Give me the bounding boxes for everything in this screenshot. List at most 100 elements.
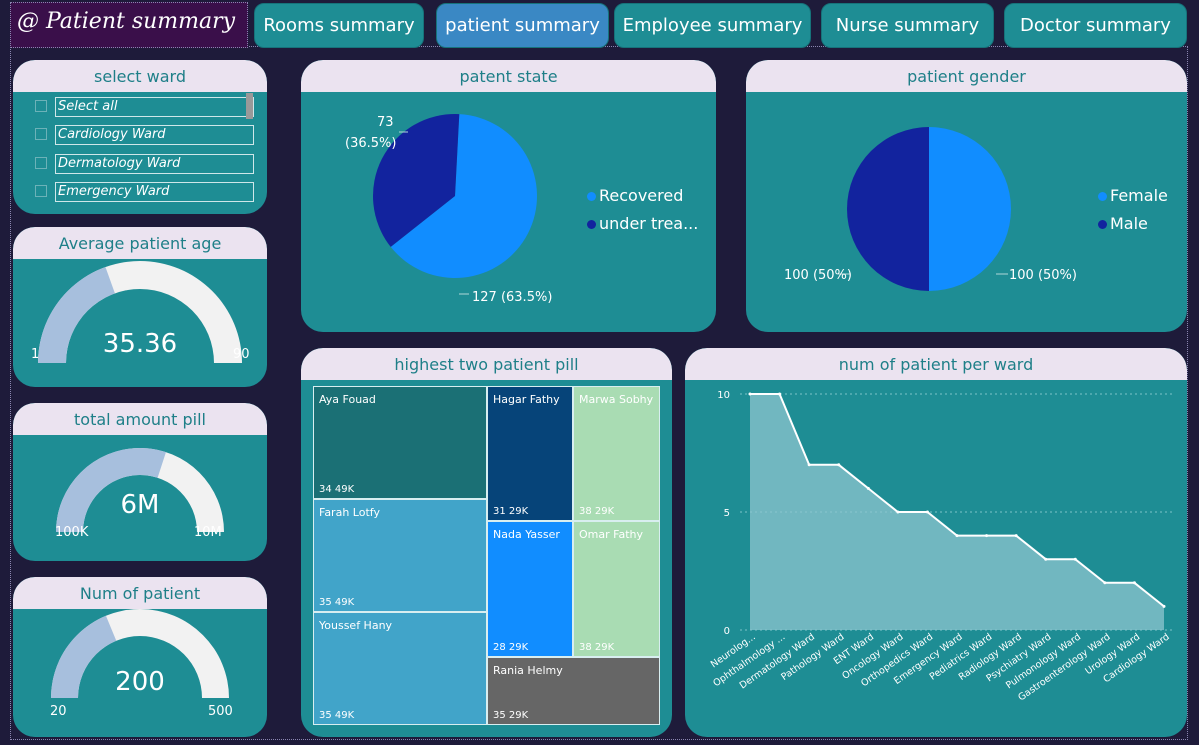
legend-dot [1098,192,1107,201]
data-point [748,392,752,396]
data-point [985,534,989,538]
data-point [778,392,782,396]
treemap-tile[interactable]: Youssef Hany 35 49K [313,612,487,725]
slicer-item-label: Cardiology Ward [55,125,254,145]
num-patient-max: 500 [208,704,233,719]
treemap-tile[interactable]: Marwa Sobhy 38 29K [573,386,660,521]
avg-age-value: 35.36 [102,329,178,359]
treemap-tile[interactable]: Omar Fathy 38 29K [573,521,660,657]
checkbox[interactable] [35,157,47,169]
nav-patient-summary-button[interactable]: patient summary [436,3,609,48]
data-point [807,463,811,467]
total-pill-min: 100K [55,525,89,540]
patient-gender-pie [838,127,1011,291]
slicer-scrollbar[interactable] [246,93,253,119]
avg-age-title: Average patient age [13,227,267,259]
nav-employee-summary-button[interactable]: Employee summary [614,3,811,48]
tile-value: 31 29K [493,506,529,517]
pie-slice-under-treatment [373,113,460,247]
data-point [866,486,870,490]
data-point [955,534,959,538]
legend-female[interactable]: Female [1098,186,1168,205]
under-pct-label: (36.5%) [345,136,397,151]
treemap-tile[interactable]: Aya Fouad 34 49K [313,386,487,499]
data-point [1162,604,1166,608]
y-tick-label: 5 [724,508,730,519]
num-patient-gauge [51,609,229,698]
treemap-tile[interactable]: Nada Yasser 28 29K [487,521,573,657]
total-pill-gauge [56,448,224,532]
pill-treemap-card: highest two patient pill Aya Fouad 34 49… [301,348,672,737]
checkbox[interactable] [35,128,47,140]
slicer-item-select-all[interactable]: Select all [31,97,267,117]
checkbox[interactable] [35,100,47,112]
total-pill-card: total amount pill 6M 100K 10M [13,403,267,561]
slicer-item-label: Dermatology Ward [55,154,254,174]
data-point [925,510,929,514]
treemap-tile[interactable]: Rania Helmy 35 29K [487,657,660,725]
recovered-label: 127 (63.5%) [472,290,553,305]
y-tick-label: 0 [724,626,730,637]
legend-under-treatment[interactable]: under trea... [587,214,698,233]
slicer-item-label: Emergency Ward [55,182,254,202]
checkbox[interactable] [35,185,47,197]
nav-nurse-summary-button[interactable]: Nurse summary [821,3,994,48]
treemap-tile[interactable]: Farah Lotfy 35 49K [313,499,487,612]
male-label: 100 (50%) [784,268,852,283]
legend-label: Male [1110,214,1148,233]
tile-value: 35 49K [319,597,355,608]
tile-value: 28 29K [493,642,529,653]
legend-label: Female [1110,186,1168,205]
data-point [1073,557,1077,561]
nav-rooms-summary-button[interactable]: Rooms summary [254,3,424,48]
area-fill [750,394,1164,630]
tile-name: Hagar Fathy [493,393,560,406]
tile-name: Rania Helmy [493,664,563,677]
tile-value: 35 29K [493,710,529,721]
tile-name: Omar Fathy [579,528,643,541]
slicer-item-label: Select all [55,97,254,117]
patient-state-title: patent state [301,60,716,92]
tile-value: 38 29K [579,506,615,517]
nav-doctor-summary-button[interactable]: Doctor summary [1004,3,1187,48]
y-tick-label: 10 [717,390,730,401]
gauge-fill [56,448,166,532]
pie-slice-female [929,127,1011,291]
patient-gender-title: patient gender [746,60,1187,92]
patient-state-card: patent state 73 (36.5%) 127 (63.5%) Reco… [301,60,716,332]
num-patient-min: 20 [50,704,67,719]
slicer-item-dermatology-ward[interactable]: Dermatology Ward [31,154,267,174]
ward-slicer-card: select ward Select all Cardiology Ward D… [13,60,267,214]
under-count-label: 73 [377,115,394,130]
num-patient-title: Num of patient [13,577,267,609]
avg-age-min: 1 [31,347,40,362]
total-pill-max: 10M [194,525,222,540]
treemap-tile[interactable]: Hagar Fathy 31 29K [487,386,573,521]
legend-male[interactable]: Male [1098,214,1148,233]
avg-age-max: 90 [233,347,250,362]
legend-label: under trea... [599,214,699,233]
data-point [837,463,841,467]
slicer-item-emergency-ward[interactable]: Emergency Ward [31,182,267,202]
total-pill-title: total amount pill [13,403,267,435]
total-pill-value: 6M [120,490,160,520]
female-label: 100 (50%) [1009,268,1077,283]
tile-name: Youssef Hany [319,619,393,632]
ward-area-title: num of patient per ward [685,348,1187,380]
legend-label: Recovered [599,186,684,205]
report-title-box: @ Patient summary [10,2,248,48]
legend-dot [1098,220,1107,229]
ward-area-card: num of patient per ward 0 5 10 Neurolog... O… [685,348,1187,737]
legend-recovered[interactable]: Recovered [587,186,683,205]
pie-slice-male [847,127,929,291]
avg-age-card: Average patient age 35.36 1 90 [13,227,267,387]
tile-value: 34 49K [319,484,355,495]
data-point [1103,581,1107,585]
tile-name: Marwa Sobhy [579,393,654,406]
slicer-item-cardiology-ward[interactable]: Cardiology Ward [31,125,267,145]
data-point [1132,581,1136,585]
data-point [1014,534,1018,538]
patient-gender-card: patient gender 100 (50%) 100 (50%) Femal… [746,60,1187,332]
tile-value: 35 49K [319,710,355,721]
